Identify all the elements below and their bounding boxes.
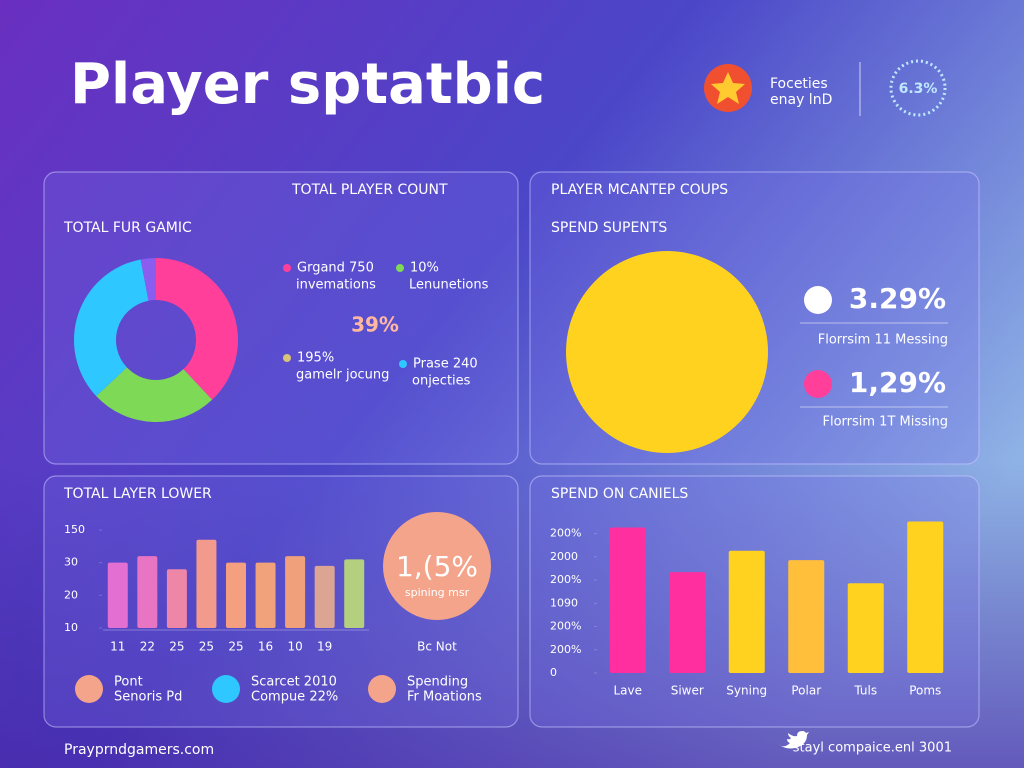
bubble-value: 1,(5% — [396, 550, 478, 583]
bar — [166, 569, 187, 628]
y-tick-label: 30 — [64, 556, 78, 569]
stat-value: 1,29% — [849, 366, 946, 399]
item-text: Spending — [407, 675, 468, 690]
bar — [344, 559, 365, 628]
bar — [285, 556, 306, 628]
panel-subtitle: TOTAL FUR GAMIC — [63, 220, 192, 236]
legend-text: onjecties — [412, 374, 471, 389]
slice — [73, 259, 149, 397]
item-text: Scarcet 2010 — [251, 675, 337, 690]
stat-label: Florrsim 11 Messing — [818, 333, 948, 348]
bubble — [383, 512, 491, 620]
item-text: Pont — [114, 675, 143, 690]
footer-left: Prayprndgamers.com — [64, 742, 214, 758]
legend-text: invemations — [296, 278, 376, 293]
x-tick-label: Polar — [791, 684, 821, 698]
x-tick-label: 11 — [110, 640, 125, 654]
panel-title: SPEND ON CANIELS — [551, 486, 688, 502]
slice — [140, 258, 156, 301]
x-tick-label: Syning — [726, 684, 767, 698]
item-icon — [368, 675, 396, 703]
legend-text: 10% — [410, 261, 439, 276]
panel-title: PLAYER MCANTEP COUPS — [551, 182, 728, 198]
bar — [847, 583, 884, 673]
star — [711, 72, 745, 104]
ring — [889, 59, 947, 117]
bubble-note: Bc Not — [417, 640, 457, 654]
x-tick-label: Siwer — [671, 684, 704, 698]
stat-value: 3.29% — [849, 282, 946, 315]
y-tick-label: 20 — [64, 588, 78, 601]
bar — [107, 562, 128, 628]
legend-text: Prase 240 — [413, 357, 478, 372]
item-text: Compue 22% — [251, 690, 338, 705]
bubble-label: spining msr — [405, 586, 470, 599]
bar — [669, 572, 706, 673]
panel-subtitle: SPEND SUPENTS — [551, 220, 667, 236]
x-tick-label: Tuls — [853, 684, 877, 698]
y-tick-label: 200% — [550, 527, 581, 540]
bar — [907, 521, 944, 673]
highlight: 39% — [351, 313, 399, 337]
item-icon — [212, 675, 240, 703]
slice — [156, 258, 238, 400]
x-tick-label: 25 — [199, 640, 214, 654]
y-tick-label: 0 — [550, 666, 557, 679]
panel-title: TOTAL LAYER LOWER — [63, 486, 212, 502]
badge-text: enay lnD — [770, 92, 832, 108]
x-tick-label: Poms — [909, 684, 941, 698]
bar — [196, 539, 217, 628]
bar — [226, 562, 246, 628]
x-tick-label: 10 — [287, 640, 302, 654]
bar — [788, 560, 825, 673]
bar — [728, 550, 765, 673]
legend-dot — [399, 360, 407, 368]
y-tick-label: 150 — [64, 523, 85, 536]
stat-icon — [804, 370, 832, 398]
panel-title: TOTAL PLAYER COUNT — [291, 182, 448, 198]
bar — [255, 562, 276, 628]
y-tick-label: 10 — [64, 621, 78, 634]
y-tick-label: 200% — [550, 620, 581, 633]
badge-text: Foceties — [770, 76, 828, 92]
bar — [137, 556, 158, 628]
y-tick-label: 200% — [550, 643, 581, 656]
bar — [314, 565, 335, 628]
x-tick-label: 25 — [169, 640, 184, 654]
item-icon — [75, 675, 103, 703]
slice — [96, 367, 213, 422]
legend-dot — [283, 264, 291, 272]
item-text: Fr Moations — [407, 690, 482, 705]
x-tick-label: 22 — [140, 640, 155, 654]
x-tick-label: Lave — [613, 684, 642, 698]
x-tick-label: 19 — [317, 640, 332, 654]
footer-right: stayl compaice.enl 3001 — [793, 741, 952, 756]
bar — [609, 527, 646, 673]
slice — [566, 251, 768, 453]
stat-icon — [804, 286, 832, 314]
stat-label: Florrsim 1T Missing — [822, 415, 948, 430]
ring-text: 6.3% — [899, 81, 938, 97]
bird-icon — [778, 731, 809, 749]
legend-text: Lenunetions — [409, 278, 489, 293]
y-tick-label: 1090 — [550, 596, 578, 609]
item-text: Senoris Pd — [114, 690, 182, 705]
y-tick-label: 2000 — [550, 550, 578, 563]
x-tick-label: 16 — [258, 640, 273, 654]
legend-text: 195% — [297, 351, 334, 366]
title: Player sptatbic — [70, 52, 545, 117]
legend-text: gamelr jocung — [296, 368, 389, 383]
legend-dot — [396, 264, 404, 272]
x-tick-label: 25 — [228, 640, 243, 654]
legend-dot — [283, 354, 291, 362]
legend-text: Grgand 750 — [297, 261, 374, 276]
y-tick-label: 200% — [550, 573, 581, 586]
